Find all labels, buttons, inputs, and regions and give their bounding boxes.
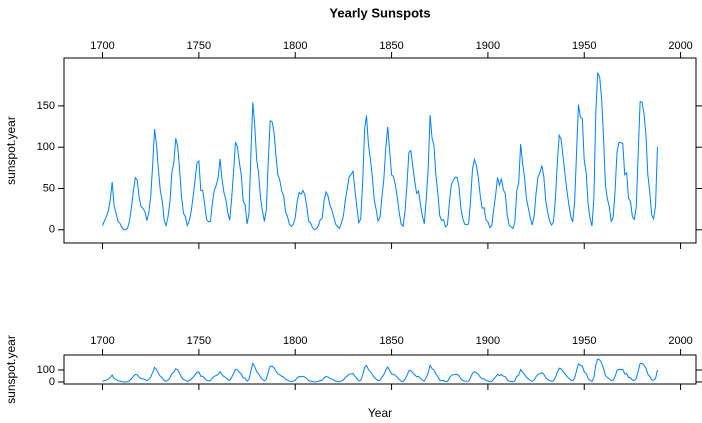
chart: Yearly Sunspots sunspot.year 1700 1750 1800 1… xyxy=(0,0,702,423)
y-axis-label: sunspot.year xyxy=(4,335,18,404)
y-tick-label: 0 xyxy=(49,376,55,388)
y-tick-label: 150 xyxy=(37,100,55,112)
x-tick-label: 1800 xyxy=(283,335,307,347)
x-tick-label: 1750 xyxy=(187,335,211,347)
y-axis-label: sunspot.year xyxy=(4,116,18,185)
x-tick-label: 1850 xyxy=(379,40,403,52)
data-line xyxy=(103,73,658,230)
data-line xyxy=(103,359,658,382)
x-tick-label: 1850 xyxy=(379,335,403,347)
chart-title: Yearly Sunspots xyxy=(329,5,430,20)
y-tick-label: 100 xyxy=(37,141,55,153)
x-tick-label: 1750 xyxy=(187,40,211,52)
x-tick-label: 1950 xyxy=(572,335,596,347)
y-tick-label: 50 xyxy=(43,182,55,194)
x-tick-label: 1900 xyxy=(476,335,500,347)
x-tick-label: 1900 xyxy=(476,40,500,52)
x-tick-label: 1700 xyxy=(90,335,114,347)
x-tick-label: 1700 xyxy=(90,40,114,52)
y-tick-label: 0 xyxy=(49,224,55,236)
y-tick-label: 100 xyxy=(37,364,55,376)
x-axis-label: Year xyxy=(368,406,392,420)
x-tick-label: 2000 xyxy=(668,335,692,347)
x-tick-label: 1800 xyxy=(283,40,307,52)
x-tick-label: 1950 xyxy=(572,40,596,52)
x-tick-label: 2000 xyxy=(668,40,692,52)
